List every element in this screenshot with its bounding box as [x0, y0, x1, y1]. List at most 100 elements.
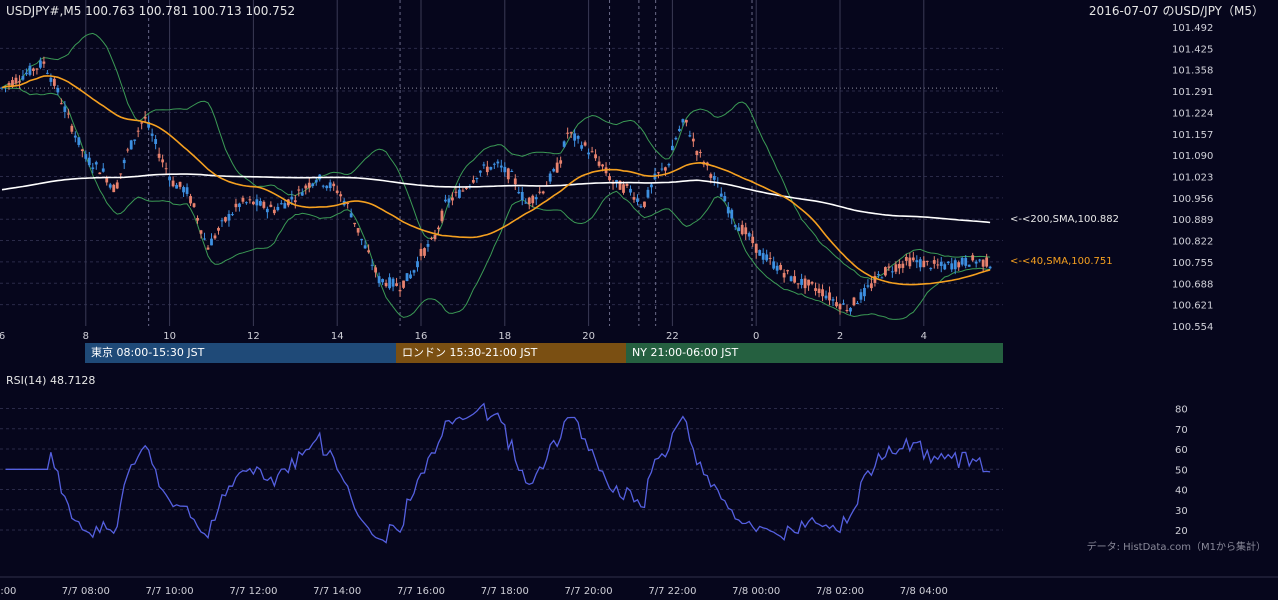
rsi-line [5, 402, 991, 544]
session-tokyo-label: 東京 08:00-15:30 JST [91, 346, 205, 359]
candle-body [622, 184, 625, 193]
candle-body [416, 261, 419, 268]
candle-body [667, 163, 671, 166]
candle-body [988, 266, 992, 269]
candle-body [513, 178, 517, 185]
candle-body [168, 176, 171, 181]
rsi-tick-label: 70 [1175, 425, 1188, 436]
candle-body [272, 209, 276, 214]
rsi-panel: 20 30 40 50 60 70 80 [0, 402, 1278, 578]
candle-body [11, 80, 14, 87]
candle-body [478, 170, 482, 173]
candle-body [217, 227, 220, 231]
rsi-tick-label: 40 [1175, 486, 1188, 497]
candle-body [464, 187, 468, 189]
candle-body [517, 191, 521, 194]
candle-body [580, 145, 584, 149]
candle-body [129, 140, 133, 150]
candle-body [520, 192, 524, 201]
candle-body [45, 72, 49, 74]
hour-tick-label: 2 [837, 331, 843, 342]
time-tick-label: 7/7 10:00 [146, 586, 194, 597]
candle-body [147, 122, 151, 128]
candle-body [688, 135, 692, 137]
candle-body [94, 162, 98, 165]
candle-body [541, 191, 545, 194]
candle-body [437, 227, 440, 230]
candle-body [335, 190, 339, 193]
candle-body [870, 283, 873, 289]
candle-body [911, 257, 915, 261]
time-axis: 06:00 7/7 08:00 7/7 10:00 7/7 12:00 7/7 14:0… [0, 586, 948, 597]
candlesticks [0, 56, 992, 315]
session-ny: NY 21:00-06:00 JST [626, 343, 1003, 363]
hour-tick-label: 16 [415, 331, 428, 342]
candle-body [629, 188, 632, 193]
candle-body [353, 222, 357, 225]
hour-tick-label: 6 [0, 331, 5, 342]
candle-body [332, 183, 336, 187]
candle-body [59, 103, 63, 105]
candle-body [234, 203, 238, 208]
candle-body [409, 274, 412, 279]
candle-body [66, 113, 70, 115]
candle-body [569, 132, 573, 134]
symbol-info: USDJPY#,M5 100.763 100.781 100.713 100.7… [6, 4, 295, 18]
candle-body [213, 235, 217, 239]
rsi-tick-label: 30 [1175, 506, 1188, 517]
session-london-label: ロンドン 15:30-21:00 JST [402, 346, 538, 359]
candle-body [684, 119, 688, 123]
time-tick-label: 7/8 00:00 [732, 586, 780, 597]
candle-body [349, 213, 353, 218]
time-tick-label: 7/8 04:00 [900, 586, 948, 597]
candle-body [786, 270, 790, 272]
candle-body [503, 166, 507, 173]
candle-body [133, 139, 137, 141]
candle-body [939, 261, 943, 266]
time-tick-label: 7/7 16:00 [397, 586, 445, 597]
candle-body [300, 192, 304, 196]
candle-body [370, 264, 374, 266]
candle-body [957, 262, 961, 268]
session-dividers [148, 0, 753, 326]
price-tick-label: 101.157 [1172, 130, 1213, 141]
hour-tick-label: 22 [666, 331, 679, 342]
candle-body [625, 183, 629, 187]
candle-body [548, 173, 552, 182]
chart-title: 2016-07-07 のUSD/JPY（M5） [1089, 4, 1264, 18]
candle-body [936, 264, 940, 266]
candle-body [971, 255, 975, 261]
candle-body [538, 191, 542, 193]
candle-body [632, 197, 636, 200]
candle-body [723, 196, 727, 202]
candle-body [430, 238, 433, 240]
price-axis: 100.554 100.621 100.688 100.755 100.822 100.8… [1172, 23, 1213, 333]
candle-body [890, 271, 894, 273]
candle-body [398, 289, 402, 292]
session-ny-label: NY 21:00-06:00 JST [632, 346, 739, 359]
candle-body [108, 184, 112, 188]
candle-body [894, 264, 898, 272]
candle-body [224, 217, 227, 222]
hour-tick-label: 0 [753, 331, 759, 342]
hour-tick-label: 10 [163, 331, 176, 342]
candle-body [852, 297, 856, 306]
candle-body [475, 178, 479, 180]
price-tick-label: 101.425 [1172, 44, 1213, 55]
candle-body [796, 283, 800, 285]
candle-body [126, 149, 130, 151]
candle-body [405, 273, 409, 282]
candle-body [377, 276, 381, 284]
candle-body [423, 248, 426, 256]
candle-body [674, 137, 678, 140]
candle-body [639, 206, 643, 208]
candle-body [695, 150, 699, 155]
sma200-line [1, 173, 991, 224]
candle-body [161, 159, 165, 163]
candle-body [328, 182, 332, 189]
candle-body [922, 260, 926, 268]
main-grid [0, 0, 1003, 326]
time-tick-label: 7/7 12:00 [229, 586, 277, 597]
candle-body [601, 164, 604, 167]
candle-body [883, 267, 887, 276]
